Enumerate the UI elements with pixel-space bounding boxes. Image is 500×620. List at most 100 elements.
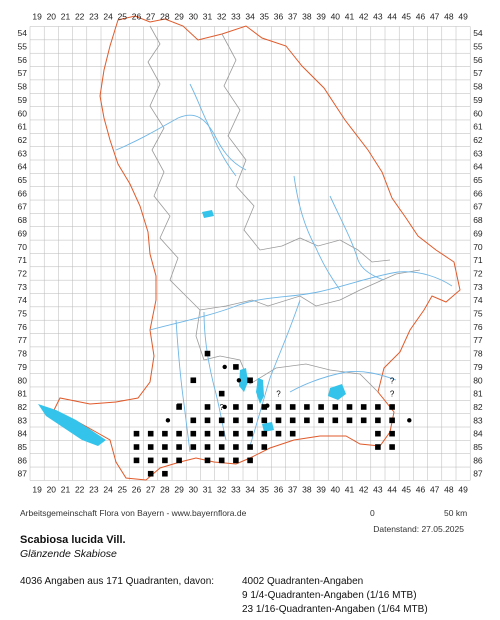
row-label: 77 (18, 335, 28, 345)
row-label: 70 (18, 242, 28, 252)
row-label: 69 (18, 228, 28, 238)
column-label: 30 (189, 12, 199, 22)
column-label: 37 (288, 12, 298, 22)
record-square (233, 404, 239, 410)
column-label: 29 (174, 484, 184, 494)
record-square (204, 430, 211, 437)
column-label: 49 (458, 484, 468, 494)
record-square (389, 430, 395, 437)
river-lech (203, 311, 227, 441)
row-label: 64 (473, 162, 483, 172)
record-square (147, 430, 154, 437)
row-label: 54 (473, 28, 483, 38)
record-square (375, 444, 381, 450)
record-square (247, 404, 253, 410)
record-square (233, 364, 239, 370)
map-grid (29, 26, 471, 481)
record-square (176, 444, 182, 450)
record-square (289, 417, 296, 424)
record-square (204, 444, 211, 450)
district-line-north (147, 25, 421, 311)
row-label: 79 (473, 362, 483, 372)
row-label: 70 (473, 242, 483, 252)
record-dot (236, 378, 242, 383)
column-label: 23 (89, 12, 99, 22)
record-square (261, 404, 268, 410)
row-label: 87 (473, 469, 483, 479)
column-label: 31 (203, 484, 213, 494)
record-dot (265, 403, 270, 408)
row-label: 68 (18, 215, 28, 225)
row-label: 67 (18, 202, 28, 212)
record-square (289, 404, 296, 410)
record-square (233, 430, 239, 437)
column-label: 39 (316, 12, 326, 22)
row-label: 86 (18, 455, 28, 465)
species-name: Scabiosa lucida Vill. (20, 534, 126, 546)
column-label: 21 (61, 484, 71, 494)
river-main (115, 114, 247, 171)
row-label: 72 (18, 268, 28, 278)
record-square (247, 457, 253, 464)
record-square (360, 404, 367, 410)
record-square (247, 444, 253, 450)
column-label: 38 (302, 484, 312, 494)
record-square (375, 430, 381, 437)
record-square (204, 457, 211, 464)
row-label: 66 (473, 188, 483, 198)
record-square (162, 430, 168, 437)
record-square (133, 430, 140, 437)
river-danube (149, 271, 453, 331)
rivers (115, 83, 453, 453)
record-square (233, 417, 239, 424)
record-square (233, 444, 239, 450)
column-label: 28 (160, 12, 170, 22)
row-label: 79 (18, 362, 28, 372)
record-square (190, 377, 197, 384)
record-square (190, 444, 197, 450)
row-label: 63 (18, 148, 28, 158)
column-label: 22 (75, 484, 85, 494)
record-square (332, 417, 339, 424)
row-label: 59 (473, 95, 483, 105)
column-label: 19 (32, 484, 42, 494)
record-square (375, 417, 381, 424)
record-square (261, 430, 268, 437)
row-label: 81 (18, 389, 28, 399)
record-square (247, 377, 253, 384)
row-label: 55 (18, 42, 28, 52)
row-label: 65 (18, 175, 28, 185)
row-label: 75 (18, 309, 28, 319)
column-labels-bottom: 19 20 21 22 23 24 25 26 27 28 29 30 31 32 33 34 35 36 37 38… (32, 484, 468, 494)
district-line-south (195, 309, 379, 393)
row-label: 82 (473, 402, 483, 412)
row-label: 62 (18, 135, 28, 145)
column-label: 19 (32, 12, 42, 22)
column-label: 48 (444, 484, 454, 494)
row-label: 58 (473, 82, 483, 92)
record-square (346, 404, 353, 410)
record-square (176, 457, 182, 464)
column-label: 30 (189, 484, 199, 494)
column-label: 35 (260, 12, 270, 22)
lake-ammersee (239, 368, 248, 392)
column-label: 40 (331, 12, 341, 22)
column-label: 41 (345, 484, 355, 494)
row-label: 80 (18, 375, 28, 385)
record-square (218, 457, 225, 464)
record-uncertain: ? (390, 390, 395, 399)
lake-chiemsee (328, 384, 346, 400)
record-square (204, 404, 211, 410)
record-square (190, 430, 197, 437)
row-label: 61 (18, 122, 28, 132)
record-dot (222, 364, 227, 370)
row-label: 58 (18, 82, 28, 92)
row-label: 57 (18, 68, 28, 78)
record-uncertain: ? (390, 376, 395, 385)
record-square (204, 417, 211, 424)
record-square (218, 390, 225, 397)
row-label: 83 (18, 415, 28, 425)
record-square (346, 417, 353, 424)
column-label: 22 (75, 12, 85, 22)
column-label: 31 (203, 12, 213, 22)
